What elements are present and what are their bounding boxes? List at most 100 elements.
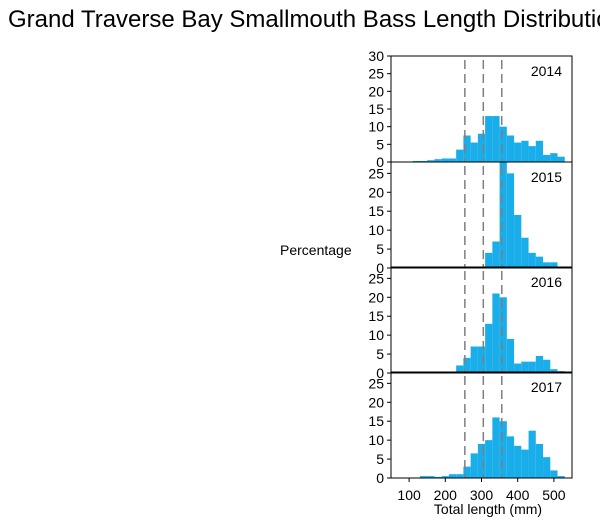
bar-2014-13 bbox=[506, 135, 515, 162]
panel-frame-2016 bbox=[390, 266, 573, 374]
bar-2016-12 bbox=[543, 359, 551, 373]
bar-2017-9 bbox=[485, 440, 493, 478]
bar-2016-4 bbox=[485, 323, 493, 373]
bar-2015-7 bbox=[535, 256, 544, 268]
y-tick-label-2014-20: 20 bbox=[368, 83, 384, 99]
bar-2014-10 bbox=[485, 116, 493, 162]
bar-2014-2 bbox=[427, 160, 435, 162]
y-tick-label-2017-25: 25 bbox=[368, 375, 384, 391]
bar-2017-8 bbox=[477, 443, 486, 478]
bar-2016-3 bbox=[477, 346, 486, 373]
bar-2015-4 bbox=[514, 215, 522, 268]
bar-2014-0 bbox=[412, 160, 420, 162]
x-tick-label-400: 400 bbox=[506, 487, 530, 503]
bar-2014-18 bbox=[543, 154, 551, 162]
bar-2017-5 bbox=[456, 474, 464, 478]
bar-2017-12 bbox=[506, 436, 515, 478]
y-tick-label-2017-10: 10 bbox=[368, 432, 384, 448]
bar-2017-19 bbox=[557, 476, 565, 478]
bar-2017-6 bbox=[463, 466, 471, 478]
panel-year-label-2014: 2014 bbox=[531, 63, 562, 79]
bar-2016-6 bbox=[499, 297, 507, 373]
bar-2016-13 bbox=[550, 369, 558, 373]
bar-2014-4 bbox=[441, 158, 449, 162]
y-tick-label-2015-10: 10 bbox=[368, 222, 384, 238]
bar-2015-3 bbox=[506, 173, 515, 268]
y-tick-label-2014-15: 15 bbox=[368, 101, 384, 117]
bar-2016-5 bbox=[492, 293, 500, 373]
bar-2017-15 bbox=[528, 430, 536, 478]
bar-2015-0 bbox=[485, 252, 493, 268]
bar-2015-1 bbox=[492, 241, 500, 268]
panel-year-label-2015: 2015 bbox=[531, 169, 562, 185]
y-tick-label-2014-5: 5 bbox=[376, 136, 384, 152]
bar-2014-5 bbox=[448, 158, 457, 162]
bar-2015-8 bbox=[543, 262, 551, 268]
y-tick-label-2016-20: 20 bbox=[368, 289, 384, 305]
panel-year-label-2016: 2016 bbox=[531, 274, 562, 290]
panel-2017: 0 5 10 15 20 25 2017 bbox=[368, 371, 573, 486]
bar-2017-18 bbox=[550, 470, 558, 478]
y-tick-label-2014-25: 25 bbox=[368, 66, 384, 82]
bar-2017-2 bbox=[434, 476, 442, 478]
bar-2016-8 bbox=[514, 363, 522, 373]
bar-2015-5 bbox=[521, 237, 529, 268]
bar-2014-19 bbox=[550, 153, 558, 162]
y-tick-label-2014-30: 30 bbox=[368, 48, 384, 64]
bar-2016-11 bbox=[535, 355, 544, 373]
bar-2016-9 bbox=[521, 361, 529, 373]
panel-year-label-2017: 2017 bbox=[531, 379, 562, 395]
bar-2015-6 bbox=[528, 252, 536, 268]
x-tick-label-500: 500 bbox=[542, 487, 566, 503]
y-tick-label-2015-15: 15 bbox=[368, 203, 384, 219]
y-tick-label-2015-20: 20 bbox=[368, 184, 384, 200]
y-tick-label-2016-0: 0 bbox=[376, 365, 384, 381]
bar-2016-10 bbox=[528, 361, 536, 373]
panel-frame-2015 bbox=[390, 161, 573, 269]
bar-2017-13 bbox=[514, 445, 522, 478]
bar-2017-3 bbox=[441, 476, 449, 478]
bar-2014-8 bbox=[470, 142, 478, 162]
bar-2017-4 bbox=[448, 474, 457, 478]
bar-2015-2 bbox=[499, 162, 507, 268]
bar-2017-16 bbox=[535, 443, 544, 478]
bar-2014-17 bbox=[535, 140, 544, 162]
y-tick-label-2015-5: 5 bbox=[376, 241, 384, 257]
chart-title: Grand Traverse Bay Smallmouth Bass Lengt… bbox=[8, 6, 600, 33]
bar-2017-1 bbox=[427, 476, 435, 478]
y-tick-label-2015-25: 25 bbox=[368, 165, 384, 181]
bar-2015-9 bbox=[550, 262, 558, 268]
bar-2017-17 bbox=[543, 457, 551, 478]
bar-2017-11 bbox=[499, 421, 507, 478]
x-tick-label-200: 200 bbox=[434, 487, 458, 503]
bar-2014-3 bbox=[434, 159, 442, 162]
bar-2014-9 bbox=[477, 133, 486, 162]
x-tick-label-300: 300 bbox=[470, 487, 494, 503]
y-tick-label-2016-10: 10 bbox=[368, 327, 384, 343]
bar-2016-7 bbox=[506, 338, 515, 373]
y-tick-label-2014-0: 0 bbox=[376, 154, 384, 170]
bar-2014-6 bbox=[456, 149, 464, 162]
bar-2017-0 bbox=[419, 476, 428, 478]
bar-2014-14 bbox=[514, 142, 522, 162]
bar-2017-14 bbox=[521, 449, 529, 478]
bar-2014-15 bbox=[521, 140, 529, 162]
bar-2014-20 bbox=[557, 156, 565, 162]
y-tick-label-2014-10: 10 bbox=[368, 119, 384, 135]
y-tick-label-2015-0: 0 bbox=[376, 260, 384, 276]
bar-2016-2 bbox=[470, 346, 478, 373]
y-tick-label-2017-20: 20 bbox=[368, 394, 384, 410]
y-tick-label-2017-0: 0 bbox=[376, 470, 384, 486]
bar-2014-12 bbox=[499, 126, 507, 162]
x-axis-label: Total length (mm) bbox=[434, 501, 542, 517]
panel-2016: 0 5 10 15 20 25 2016 bbox=[368, 266, 573, 381]
y-tick-label-2016-5: 5 bbox=[376, 346, 384, 362]
y-tick-label-2016-15: 15 bbox=[368, 308, 384, 324]
y-tick-label-2017-15: 15 bbox=[368, 413, 384, 429]
bar-2014-1 bbox=[419, 160, 428, 162]
bar-2016-0 bbox=[456, 365, 464, 373]
x-tick-label-100: 100 bbox=[397, 487, 421, 503]
